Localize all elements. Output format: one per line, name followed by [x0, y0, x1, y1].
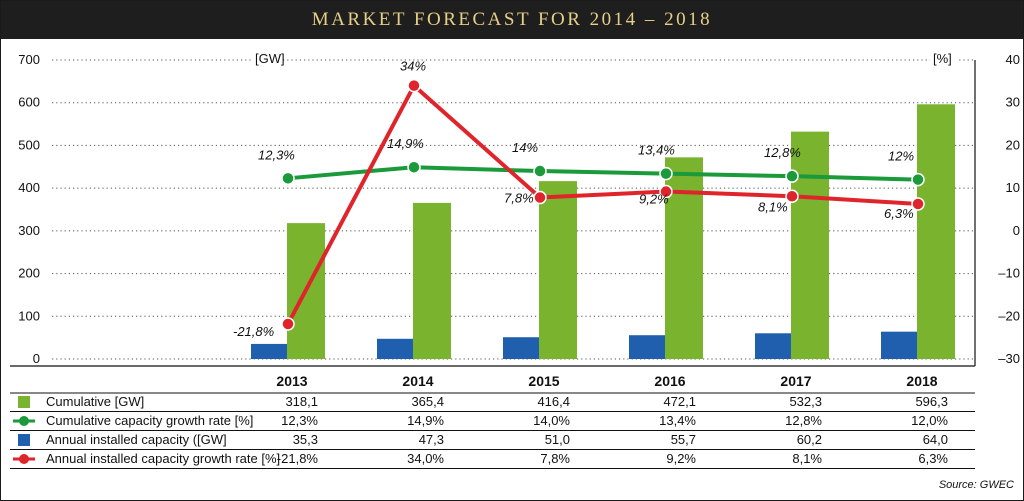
- right-axis-tick-label: 40: [1006, 52, 1020, 67]
- table-cell: 34,0%: [407, 451, 444, 466]
- legend-dot: [19, 454, 29, 464]
- table-cell: 55,7: [671, 432, 696, 447]
- annual-growth-data-label: 34%: [400, 59, 426, 74]
- annual-growth-point: [911, 197, 925, 211]
- table-cell: 60,2: [797, 432, 822, 447]
- left-axis-tick-label: 100: [18, 308, 40, 323]
- legend-square: [18, 396, 30, 408]
- table-cell: 13,4%: [659, 413, 696, 428]
- cumulative-growth-data-label: 12,3%: [258, 147, 295, 162]
- right-axis-unit: [%]: [933, 51, 952, 66]
- year-label: 2015: [528, 373, 559, 389]
- right-axis-tick-label: –10: [998, 266, 1020, 281]
- left-axis-tick-label: 200: [18, 266, 40, 281]
- table-cell: 12,0%: [911, 413, 948, 428]
- table-cell: 9,2%: [666, 451, 696, 466]
- table-row-label: Cumulative capacity growth rate [%]: [46, 413, 253, 428]
- table-row-label: Cumulative [GW]: [46, 394, 144, 409]
- left-axis-tick-label: 300: [18, 223, 40, 238]
- cumulative-growth-point: [659, 166, 673, 181]
- table-cell: 8,1%: [792, 451, 822, 466]
- annual-growth-data-label: 7,8%: [504, 191, 534, 206]
- cumulative-growth-data-label: 13,4%: [638, 143, 675, 158]
- annual-growth-line: [286, 83, 919, 325]
- table-row-label: Annual installed capacity ([GW]: [46, 432, 227, 447]
- table-cell: 7,8%: [540, 451, 570, 466]
- table-cell: 14,0%: [533, 413, 570, 428]
- legend-dot: [19, 416, 29, 426]
- left-axis-tick-label: 600: [18, 95, 40, 110]
- table-cell: 14,9%: [407, 413, 444, 428]
- annual-growth-data-label: 8,1%: [758, 199, 788, 214]
- table-cell: 51,0: [545, 432, 570, 447]
- annual-capacity-bar: [503, 337, 539, 359]
- right-axis-tick-label: –20: [998, 308, 1020, 323]
- table-cell: 365,4: [411, 394, 444, 409]
- annual-capacity-bar: [881, 331, 917, 359]
- year-label: 2013: [276, 373, 307, 389]
- cumulative-growth-point: [281, 171, 295, 186]
- annual-growth-point: [785, 189, 799, 204]
- table-row-label: Annual installed capacity growth rate [%…: [46, 451, 280, 466]
- left-axis-tick-label: 700: [18, 52, 40, 67]
- cumulative-growth-data-label: 12,8%: [764, 145, 801, 160]
- cumulative-growth-line: [287, 165, 919, 182]
- cumulative-growth-point: [785, 169, 799, 183]
- annual-growth-data-label: 6,3%: [884, 206, 914, 221]
- cumulative-bar: [539, 181, 577, 359]
- right-axis-tick-label: 30: [1006, 95, 1020, 110]
- annual-growth-point: [281, 317, 295, 331]
- annual-growth-data-label: -21,8%: [233, 324, 274, 339]
- cumulative-growth-point: [911, 172, 925, 187]
- table-cell: 596,3: [915, 394, 948, 409]
- table-cell: 416,4: [537, 394, 570, 409]
- left-axis-tick-label: 400: [18, 180, 40, 195]
- cumulative-bar: [413, 202, 451, 359]
- table-cell: 64,0: [923, 432, 948, 447]
- annual-growth-point: [533, 190, 547, 205]
- cumulative-growth-data-label: 12%: [888, 149, 914, 164]
- cumulative-growth-point: [407, 160, 421, 174]
- right-axis-tick-label: –30: [998, 351, 1020, 366]
- annual-capacity-bar: [629, 335, 665, 359]
- cumulative-growth-data-label: 14,9%: [387, 136, 424, 151]
- cumulative-growth-point: [533, 164, 547, 178]
- right-axis-tick-label: 0: [1013, 223, 1020, 238]
- table-cell: -21,8%: [277, 451, 319, 466]
- table-cell: 318,1: [285, 394, 318, 409]
- unit-mask: [930, 51, 958, 67]
- annual-growth-data-label: 9,2%: [639, 192, 669, 207]
- year-label: 2014: [402, 373, 433, 389]
- table-cell: 12,8%: [785, 413, 822, 428]
- legend-square: [18, 434, 30, 446]
- title-bar: MARKET FORECAST FOR 2014 – 2018: [1, 1, 1023, 39]
- table-cell: 472,1: [663, 394, 696, 409]
- year-label: 2018: [906, 373, 937, 389]
- cumulative-bar: [917, 104, 955, 360]
- annual-growth-point: [659, 184, 673, 199]
- year-label: 2017: [780, 373, 811, 389]
- source-note: Source: GWEC: [939, 479, 1014, 491]
- table-cell: 35,3: [293, 432, 318, 447]
- right-axis-tick-label: 10: [1006, 180, 1020, 195]
- table-cell: 6,3%: [918, 451, 948, 466]
- left-axis-tick-label: 500: [18, 137, 40, 152]
- year-label: 2016: [654, 373, 685, 389]
- table-cell: 47,3: [419, 432, 444, 447]
- table-cell: 532,3: [789, 394, 822, 409]
- cumulative-growth-data-label: 14%: [512, 140, 538, 155]
- left-axis-unit: [GW]: [255, 51, 285, 66]
- cumulative-bar: [791, 131, 829, 359]
- chart-title: MARKET FORECAST FOR 2014 – 2018: [311, 9, 713, 30]
- annual-capacity-bar: [377, 338, 413, 359]
- table-cell: 12,3%: [281, 413, 318, 428]
- annual-growth-point: [407, 78, 421, 93]
- annual-capacity-bar: [755, 333, 791, 359]
- left-axis-tick-label: 0: [33, 351, 40, 366]
- unit-mask: [252, 51, 282, 67]
- annual-capacity-bar: [251, 343, 287, 359]
- right-axis-tick-label: 20: [1006, 137, 1020, 152]
